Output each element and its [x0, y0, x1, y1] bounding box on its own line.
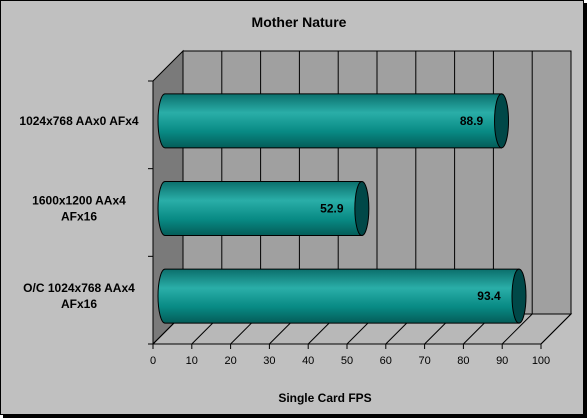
category-label-line: O/C 1024x768 AAx4 — [23, 281, 135, 295]
category-label-line: AFx16 — [61, 210, 97, 224]
x-tick-label: 10 — [186, 355, 198, 367]
floor-gridline — [501, 313, 533, 345]
data-label: 93.4 — [477, 289, 501, 303]
category-label: 1600x1200 AAx4 AFx16 — [32, 194, 126, 224]
category-label-line: 1600x1200 AAx4 — [32, 194, 126, 208]
x-axis-ticks: 0 10 20 30 40 50 60 70 80 90 100 — [150, 343, 550, 367]
bar-body — [157, 268, 520, 324]
x-tick-label: 20 — [224, 355, 236, 367]
x-tick-label: 30 — [263, 355, 275, 367]
floor-gridline — [540, 313, 572, 345]
bar: 93.4 — [157, 268, 527, 324]
x-tick-label: 100 — [532, 355, 550, 367]
x-tick-label: 40 — [302, 355, 314, 367]
bar-cap — [354, 181, 370, 236]
category-label: O/C 1024x768 AAx4 AFx16 — [23, 281, 135, 311]
category-label-line: AFx16 — [61, 297, 97, 311]
chart-title: Mother Nature — [252, 14, 347, 30]
bars: 88.9 52.9 93.4 — [157, 93, 527, 324]
category-label: 1024x768 AAx0 AFx4 — [19, 114, 139, 128]
bar-cap — [494, 93, 510, 149]
category-label-line: 1024x768 AAx0 AFx4 — [19, 114, 139, 128]
bar: 88.9 — [157, 93, 510, 149]
x-tick-label: 70 — [418, 355, 430, 367]
x-tick-label: 80 — [457, 355, 469, 367]
bar-cap — [511, 268, 527, 324]
x-tick-label: 50 — [341, 355, 353, 367]
bar-body — [157, 93, 503, 149]
x-axis-title: Single Card FPS — [278, 391, 371, 405]
data-label: 52.9 — [320, 202, 344, 216]
x-tick-label: 60 — [380, 355, 392, 367]
data-label: 88.9 — [460, 114, 484, 128]
bar-body — [157, 181, 363, 236]
x-tick-label: 0 — [150, 355, 156, 367]
bar: 52.9 — [157, 181, 370, 236]
x-tick-label: 90 — [496, 355, 508, 367]
